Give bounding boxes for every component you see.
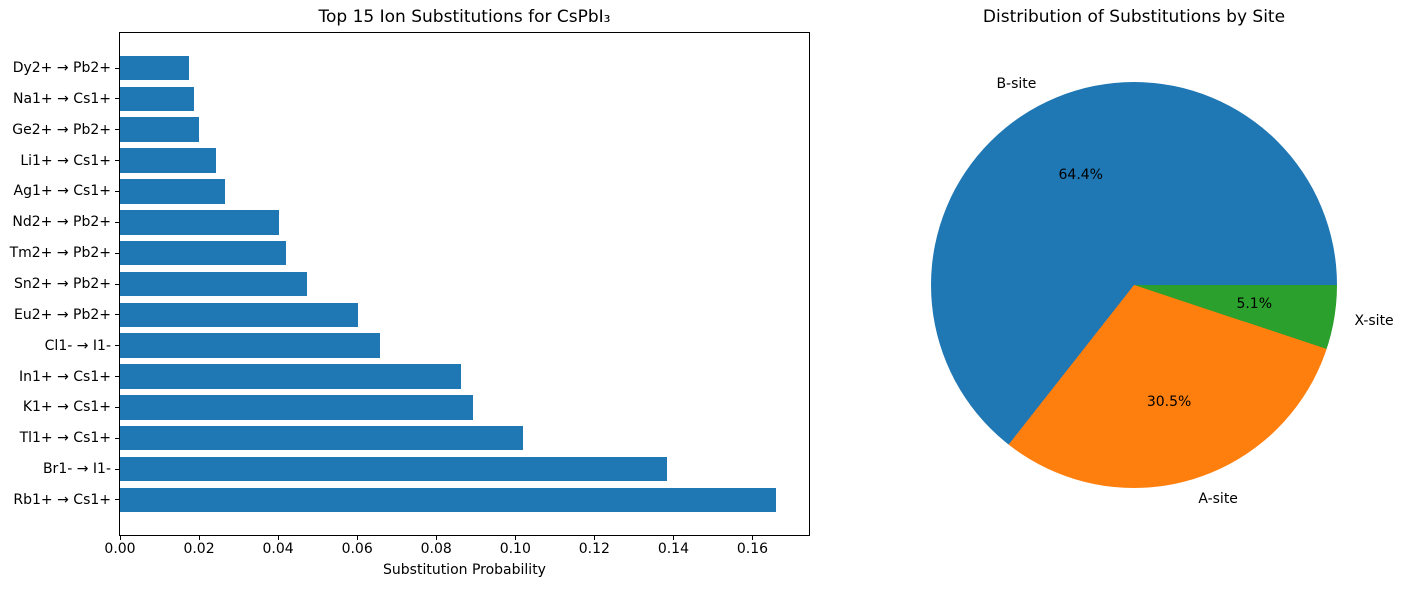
y-tick-label: Ge2+ → Pb2+ <box>12 121 111 138</box>
bar <box>120 456 668 482</box>
y-tick-label: Nd2+ → Pb2+ <box>12 214 111 231</box>
x-tick <box>593 536 595 540</box>
bar-chart-axes <box>119 32 810 536</box>
y-tick <box>115 499 119 501</box>
x-tick <box>751 536 753 540</box>
y-tick-label: K1+ → Cs1+ <box>22 399 111 416</box>
x-tick-label: 0.00 <box>104 541 136 557</box>
bar <box>120 117 199 143</box>
y-tick <box>115 252 119 254</box>
bar <box>120 179 225 204</box>
pie-percent-label: 30.5% <box>1146 393 1192 410</box>
x-tick <box>277 536 279 540</box>
pie-slice-label: X-site <box>1354 312 1394 329</box>
y-tick <box>115 283 119 285</box>
y-tick <box>115 221 119 223</box>
x-axis-label: Substitution Probability <box>383 562 546 578</box>
y-tick-label: Eu2+ → Pb2+ <box>14 306 111 323</box>
y-tick-label: Li1+ → Cs1+ <box>20 152 111 169</box>
x-tick <box>356 536 358 540</box>
y-tick <box>115 468 119 470</box>
y-tick <box>115 160 119 162</box>
y-tick-label: Na1+ → Cs1+ <box>12 90 111 107</box>
y-tick-label: Tm2+ → Pb2+ <box>9 245 111 262</box>
bar <box>120 271 307 297</box>
bar <box>120 55 190 81</box>
y-tick <box>115 67 119 69</box>
bar <box>120 364 461 389</box>
pie-slice-label: A-site <box>1198 490 1238 507</box>
x-tick <box>514 536 516 540</box>
x-tick-label: 0.04 <box>262 541 294 557</box>
y-tick-label: Dy2+ → Pb2+ <box>12 60 111 77</box>
bar <box>120 209 280 235</box>
y-tick <box>115 190 119 192</box>
y-tick-label: Ag1+ → Cs1+ <box>13 183 111 200</box>
bar <box>120 148 216 173</box>
pie-chart <box>931 82 1337 488</box>
bar-chart-title: Top 15 Ion Substitutions for CsPbI₃ <box>318 7 611 27</box>
pie-slice-label: B-site <box>996 76 1037 93</box>
y-tick <box>115 406 119 408</box>
x-tick-label: 0.02 <box>183 541 215 557</box>
x-tick-label: 0.12 <box>578 541 610 557</box>
x-tick <box>198 536 200 540</box>
y-tick <box>115 437 119 439</box>
y-tick-label: Br1- → I1- <box>42 461 111 477</box>
bar <box>120 86 195 112</box>
bar <box>120 333 380 358</box>
y-tick-label: Sn2+ → Pb2+ <box>14 276 111 292</box>
x-tick <box>672 536 674 540</box>
y-tick-label: Tl1+ → Cs1+ <box>19 430 111 447</box>
y-tick-label: Cl1- → I1- <box>44 337 111 354</box>
x-tick-label: 0.16 <box>736 541 769 557</box>
x-tick-label: 0.10 <box>499 541 531 557</box>
x-tick <box>119 536 121 540</box>
bar <box>120 487 777 513</box>
y-tick <box>115 314 119 316</box>
pie-percent-label: 64.4% <box>1058 167 1103 184</box>
pie-chart-title: Distribution of Substitutions by Site <box>982 7 1286 27</box>
bar <box>120 302 359 328</box>
y-tick-label: Rb1+ → Cs1+ <box>13 491 111 508</box>
x-tick-label: 0.08 <box>420 541 452 557</box>
y-tick <box>115 376 119 377</box>
pie-percent-label: 5.1% <box>1236 296 1273 313</box>
x-tick-label: 0.14 <box>657 541 689 557</box>
y-tick-label: In1+ → Cs1+ <box>19 368 111 385</box>
y-tick <box>115 98 119 100</box>
bar <box>120 425 524 451</box>
y-tick <box>115 129 119 131</box>
bar <box>120 395 473 420</box>
bar <box>120 240 286 266</box>
y-tick <box>115 345 119 347</box>
x-tick <box>435 536 437 540</box>
x-tick-label: 0.06 <box>341 541 373 557</box>
